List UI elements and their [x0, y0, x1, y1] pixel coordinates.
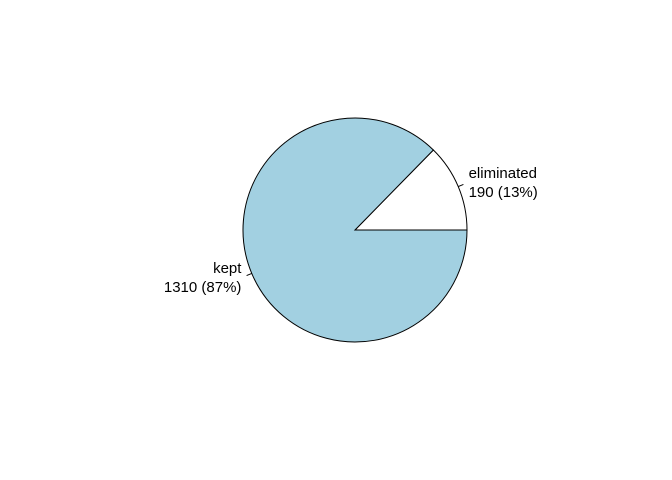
pie-slice-value: 190 (13%) [469, 184, 538, 201]
pie-leader-line-kept [246, 272, 252, 277]
pie-slice-label-eliminated: eliminated 190 (13%) [469, 165, 538, 201]
pie-leader-line-eliminated [458, 183, 464, 188]
pie-slice-label-kept: kept 1310 (87%) [164, 260, 242, 296]
pie-slice-name: eliminated [469, 165, 537, 182]
pie-slice-name: kept [213, 260, 242, 277]
pie-slices [242, 117, 468, 343]
pie-slice-eliminated [353, 149, 468, 231]
pie-slice-value: 1310 (87%) [164, 279, 242, 296]
pie-labels: eliminated 190 (13%) kept 1310 (87%) [164, 165, 538, 296]
